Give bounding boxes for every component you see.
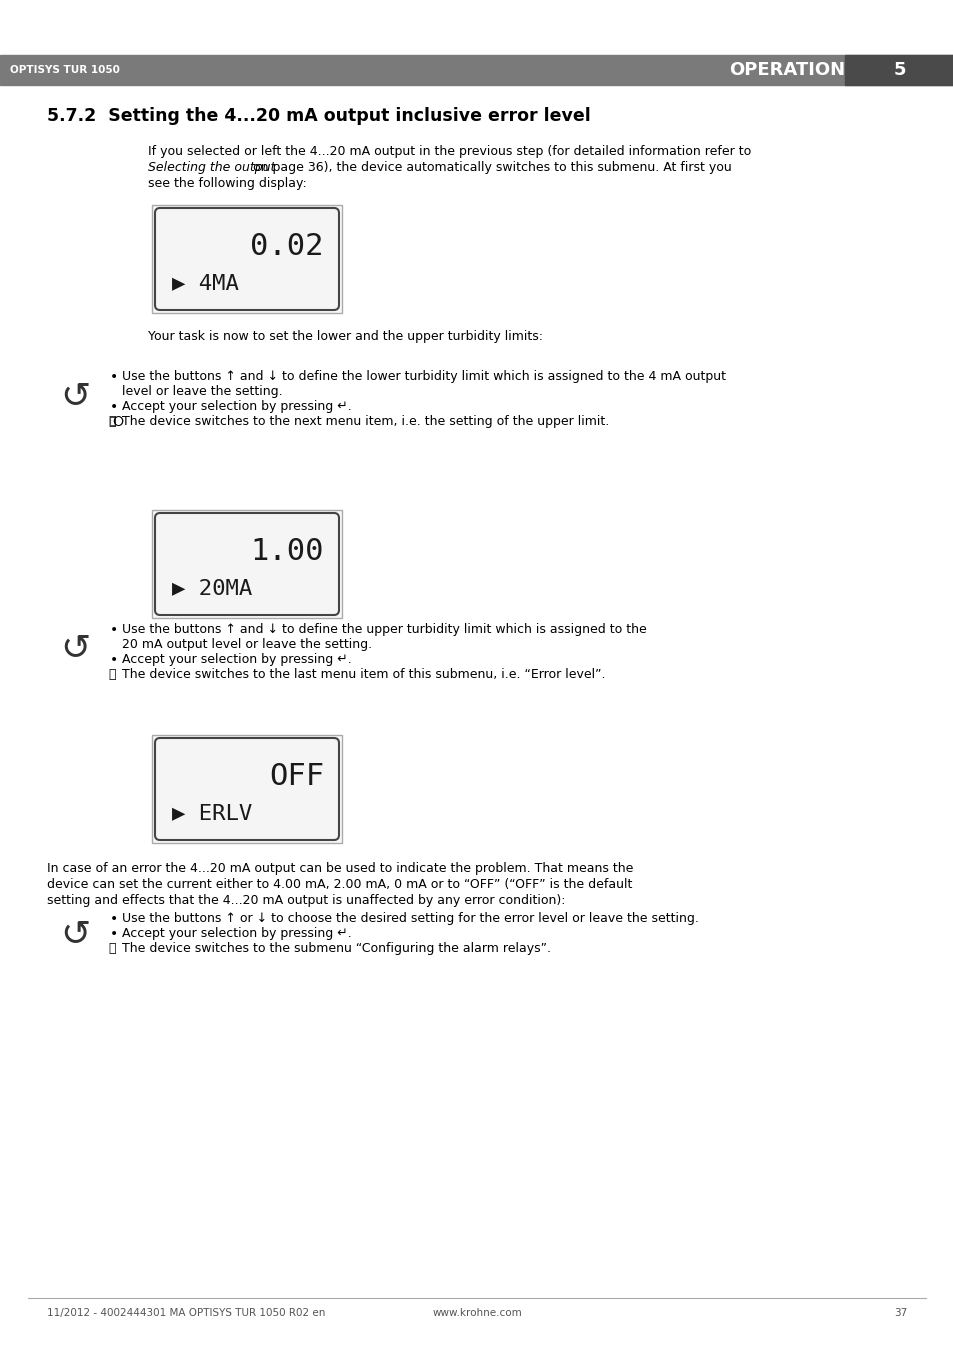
Text: 11/2012 - 4002444301 MA OPTISYS TUR 1050 R02 en: 11/2012 - 4002444301 MA OPTISYS TUR 1050… xyxy=(47,1308,325,1318)
Text: Use the buttons ↑ and ↓ to define the lower turbidity limit which is assigned to: Use the buttons ↑ and ↓ to define the lo… xyxy=(122,370,725,383)
Text: ↺: ↺ xyxy=(60,630,90,666)
Text: Use the buttons ↑ and ↓ to define the upper turbidity limit which is assigned to: Use the buttons ↑ and ↓ to define the up… xyxy=(122,622,646,636)
Text: ➕: ➕ xyxy=(110,414,115,425)
Text: The device switches to the next menu item, i.e. the setting of the upper limit.: The device switches to the next menu ite… xyxy=(122,414,609,428)
Text: ↺: ↺ xyxy=(60,379,90,413)
Text: device can set the current either to 4.00 mA, 2.00 mA, 0 mA or to “OFF” (“OFF” i: device can set the current either to 4.0… xyxy=(47,878,632,891)
Text: 37: 37 xyxy=(893,1308,906,1318)
Text: •: • xyxy=(110,913,118,926)
Text: Accept your selection by pressing ↵.: Accept your selection by pressing ↵. xyxy=(122,400,352,413)
Text: •: • xyxy=(110,622,118,637)
Bar xyxy=(0,55,953,85)
FancyBboxPatch shape xyxy=(154,513,338,616)
Text: •: • xyxy=(110,653,118,667)
Text: 5: 5 xyxy=(893,61,905,80)
Text: ▶ ERLV: ▶ ERLV xyxy=(172,803,252,822)
Text: •: • xyxy=(110,927,118,941)
Text: Accept your selection by pressing ↵.: Accept your selection by pressing ↵. xyxy=(122,927,352,940)
Text: ⦿: ⦿ xyxy=(108,668,115,680)
Text: Accept your selection by pressing ↵.: Accept your selection by pressing ↵. xyxy=(122,653,352,666)
Text: www.krohne.com: www.krohne.com xyxy=(432,1308,521,1318)
Text: level or leave the setting.: level or leave the setting. xyxy=(122,385,282,398)
Text: Use the buttons ↑ or ↓ to choose the desired setting for the error level or leav: Use the buttons ↑ or ↓ to choose the des… xyxy=(122,913,699,925)
FancyBboxPatch shape xyxy=(154,208,338,310)
Text: The device switches to the last menu item of this submenu, i.e. “Error level”.: The device switches to the last menu ite… xyxy=(122,668,605,680)
Bar xyxy=(844,55,953,85)
Text: The device switches to the submenu “Configuring the alarm relays”.: The device switches to the submenu “Conf… xyxy=(122,942,551,954)
Text: ⦿: ⦿ xyxy=(108,942,115,954)
Text: ⦿: ⦿ xyxy=(108,414,115,428)
Text: setting and effects that the 4...20 mA output is unaffected by any error conditi: setting and effects that the 4...20 mA o… xyxy=(47,894,565,907)
Text: see the following display:: see the following display: xyxy=(148,177,307,190)
Text: OPERATION: OPERATION xyxy=(728,61,844,80)
Text: ▶ 20MA: ▶ 20MA xyxy=(172,578,252,598)
Bar xyxy=(152,734,341,842)
Text: In case of an error the 4...20 mA output can be used to indicate the problem. Th: In case of an error the 4...20 mA output… xyxy=(47,863,633,875)
Text: ↺: ↺ xyxy=(60,917,90,950)
Text: If you selected or left the 4...20 mA output in the previous step (for detailed : If you selected or left the 4...20 mA ou… xyxy=(148,144,750,158)
Text: •: • xyxy=(110,370,118,383)
Text: OPTISYS TUR 1050: OPTISYS TUR 1050 xyxy=(10,65,120,76)
Text: 5.7.2  Setting the 4...20 mA output inclusive error level: 5.7.2 Setting the 4...20 mA output inclu… xyxy=(47,107,590,126)
Text: 0.02: 0.02 xyxy=(251,232,324,261)
Text: ▶ 4MA: ▶ 4MA xyxy=(172,273,238,293)
Text: Selecting the output: Selecting the output xyxy=(148,161,275,174)
Text: OFF: OFF xyxy=(269,761,324,791)
FancyBboxPatch shape xyxy=(154,738,338,840)
Text: on page 36), the device automatically switches to this submenu. At first you: on page 36), the device automatically sw… xyxy=(249,161,731,174)
Text: 20 mA output level or leave the setting.: 20 mA output level or leave the setting. xyxy=(122,639,372,651)
Bar xyxy=(152,510,341,618)
Text: Your task is now to set the lower and the upper turbidity limits:: Your task is now to set the lower and th… xyxy=(148,329,542,343)
Bar xyxy=(152,205,341,313)
Text: 1.00: 1.00 xyxy=(251,536,324,566)
Text: •: • xyxy=(110,400,118,414)
Text: ⵔ: ⵔ xyxy=(112,416,123,429)
